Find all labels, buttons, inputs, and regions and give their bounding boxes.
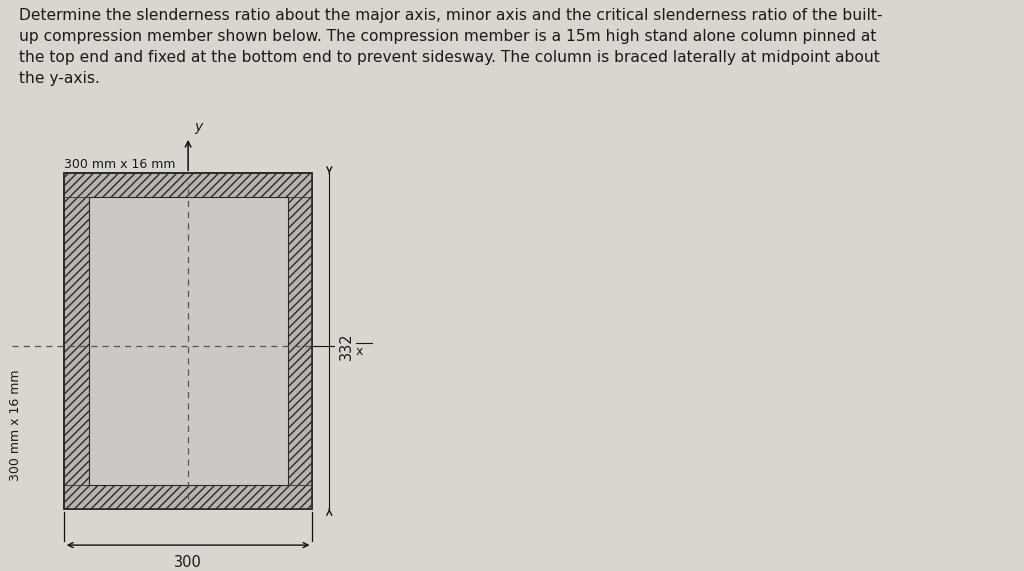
- Bar: [63, 485, 312, 509]
- Text: 300 mm x 16 mm: 300 mm x 16 mm: [8, 369, 22, 481]
- Text: y: y: [195, 120, 203, 134]
- Bar: [63, 198, 89, 485]
- Bar: [288, 198, 312, 485]
- Text: 332: 332: [339, 332, 353, 360]
- Text: x: x: [355, 345, 362, 358]
- Bar: [63, 174, 312, 198]
- Text: 300 mm x 16 mm: 300 mm x 16 mm: [63, 158, 175, 171]
- Text: Determine the slenderness ratio about the major axis, minor axis and the critica: Determine the slenderness ratio about th…: [18, 9, 883, 86]
- Text: 300: 300: [174, 555, 202, 570]
